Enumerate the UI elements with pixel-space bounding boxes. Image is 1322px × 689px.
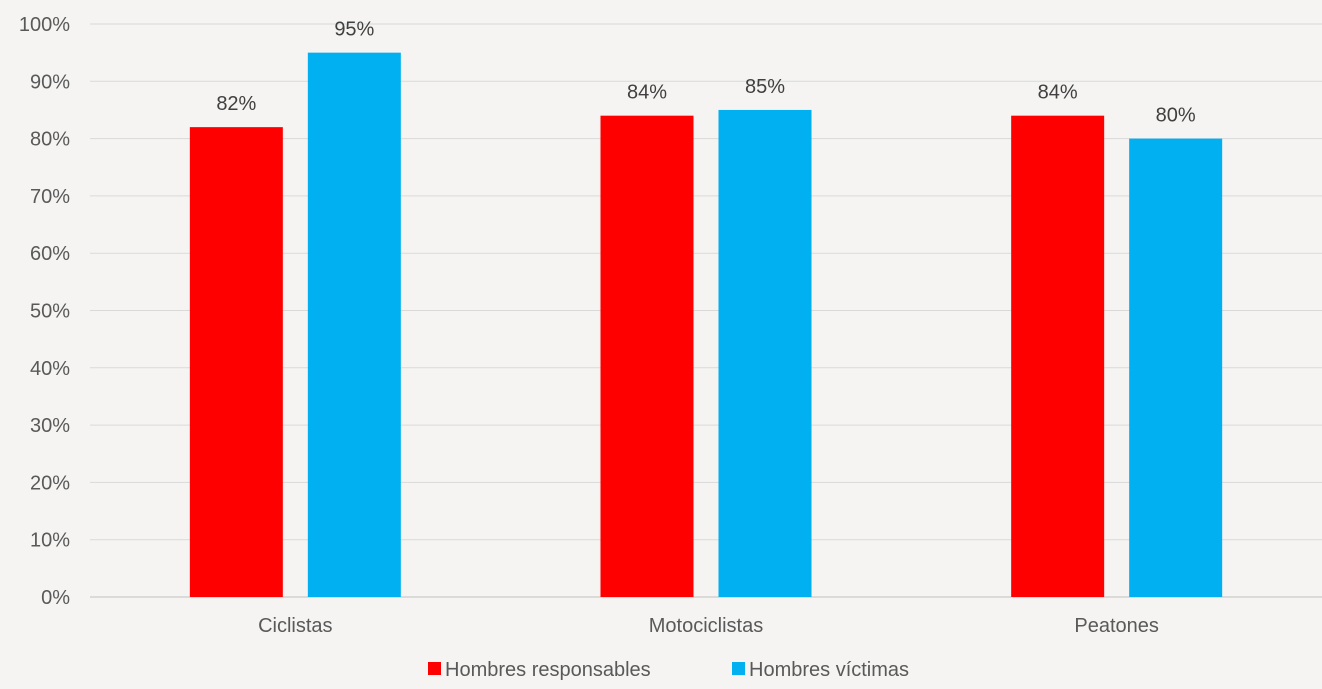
y-tick-label: 90%	[30, 71, 70, 93]
legend-swatch	[428, 662, 441, 675]
data-label: 82%	[216, 93, 256, 115]
x-category-label: Peatones	[1074, 615, 1159, 637]
bar-victimas-ciclistas	[307, 52, 401, 597]
y-tick-label: 0%	[41, 587, 70, 609]
x-axis-category-labels: Ciclistas Motociclistas Peatones	[258, 615, 1159, 637]
bar-responsables-motociclistas	[600, 115, 694, 598]
y-tick-label: 10%	[30, 530, 70, 552]
y-tick-label: 100%	[19, 14, 70, 36]
legend-label: Hombres responsables	[445, 659, 651, 681]
y-tick-label: 70%	[30, 186, 70, 208]
bar-responsables-ciclistas	[189, 127, 283, 597]
bar-responsables-peatones	[1011, 115, 1105, 598]
bar-victimas-motociclistas	[718, 109, 812, 597]
data-label: 84%	[627, 82, 667, 104]
legend-swatch	[732, 662, 745, 675]
data-label: 95%	[334, 19, 374, 41]
y-tick-label: 40%	[30, 358, 70, 380]
x-category-label: Ciclistas	[258, 615, 332, 637]
gridlines	[90, 23, 1322, 598]
data-labels: 82% 95% 84% 85% 84% 80%	[216, 19, 1196, 127]
data-label: 85%	[745, 76, 785, 98]
bars	[189, 52, 1223, 598]
y-tick-label: 30%	[30, 415, 70, 437]
bar-victimas-peatones	[1129, 138, 1223, 597]
y-tick-label: 80%	[30, 129, 70, 151]
y-tick-label: 60%	[30, 243, 70, 265]
legend: Hombres responsables Hombres víctimas	[428, 659, 909, 681]
data-label: 84%	[1038, 82, 1078, 104]
y-tick-label: 50%	[30, 301, 70, 323]
x-category-label: Motociclistas	[649, 615, 763, 637]
y-tick-label: 20%	[30, 472, 70, 494]
data-label: 80%	[1156, 105, 1196, 127]
y-axis-tick-labels: 0% 10% 20% 30% 40% 50% 60% 70% 80% 90% 100%	[19, 14, 70, 609]
legend-label: Hombres víctimas	[749, 659, 909, 681]
